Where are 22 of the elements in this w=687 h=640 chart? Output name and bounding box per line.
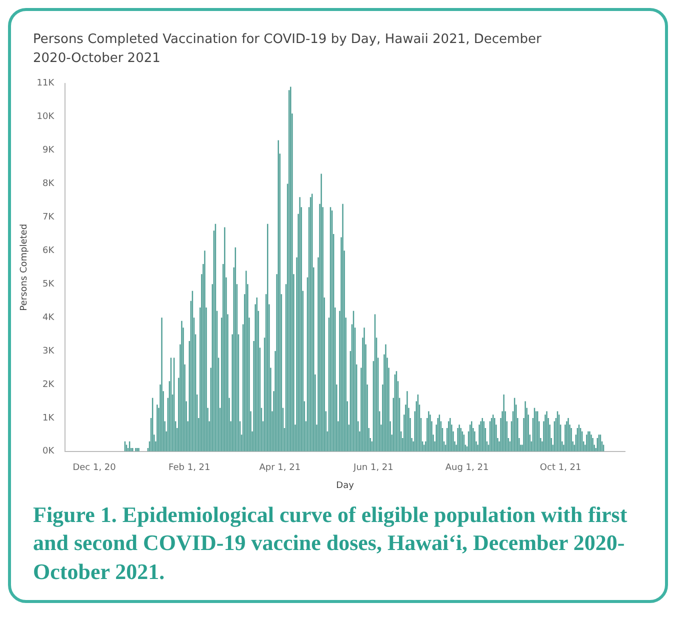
y-tick-label: 10K bbox=[36, 112, 56, 122]
y-tick-label: 7K bbox=[42, 212, 56, 222]
y-tick-label: 1K bbox=[42, 412, 56, 423]
caption: Figure 1. Epidemiological curve of eligible population with first and second COVID-19 vaccine doses, Hawai‘i, December 2020-October 2021. bbox=[33, 500, 628, 586]
y-tick-label: 2K bbox=[42, 380, 56, 390]
y-tick-label: 6K bbox=[42, 246, 56, 256]
y-tick-label: 4K bbox=[42, 312, 56, 323]
y-tick-label: 9K bbox=[42, 145, 56, 156]
y-tick-label: 3K bbox=[42, 346, 56, 356]
x-tick-label: Dec 1, 20 bbox=[72, 462, 116, 473]
x-tick-label: Feb 1, 21 bbox=[168, 462, 210, 473]
chart-title: Persons Completed Vaccination for COVID-19 by Day, Hawaii 2021, December 2020-October 2021 bbox=[33, 31, 542, 68]
y-tick-label: 0K bbox=[42, 446, 56, 456]
x-tick-label: Oct 1, 21 bbox=[540, 462, 582, 473]
y-tick-label: 8K bbox=[42, 178, 56, 189]
x-tick-label: Aug 1, 21 bbox=[445, 462, 489, 473]
y-axis-title: Persons Completed bbox=[20, 224, 30, 311]
x-tick-label: Apr 1, 21 bbox=[259, 462, 301, 473]
x-axis-title: Day bbox=[336, 480, 355, 491]
y-tick-label: 5K bbox=[42, 279, 56, 290]
y-tick-label: 11K bbox=[36, 78, 56, 88]
x-tick-label: Jun 1, 21 bbox=[352, 462, 394, 473]
